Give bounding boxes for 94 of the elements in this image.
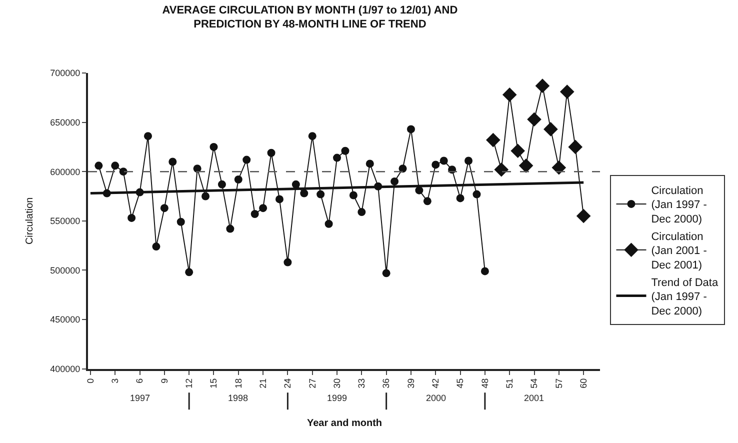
point — [324, 220, 333, 228]
point — [366, 160, 374, 168]
y-tick-label: 650000 — [50, 117, 80, 128]
point — [456, 194, 464, 202]
point — [406, 125, 415, 134]
x-tick-label: 3 — [110, 378, 120, 384]
point — [502, 88, 517, 102]
point — [119, 168, 128, 176]
point — [202, 192, 210, 200]
x-tick-label: 42 — [430, 378, 441, 388]
x-tick-label: 27 — [307, 378, 318, 388]
text: 2001 — [524, 393, 544, 403]
x-tick-label: 24 — [282, 378, 293, 388]
point — [193, 164, 202, 173]
point — [168, 158, 177, 166]
point — [423, 197, 432, 206]
x-tick-label: 0 — [85, 378, 96, 384]
point — [341, 146, 350, 155]
point — [144, 132, 152, 140]
y-tick-label: 450000 — [50, 314, 80, 325]
text: 1999 — [327, 393, 348, 403]
point — [234, 175, 242, 184]
text: 1997 — [130, 393, 150, 403]
point — [510, 144, 525, 158]
x-tick-label: 39 — [406, 378, 416, 388]
point — [333, 154, 342, 162]
point — [390, 177, 399, 186]
point — [440, 156, 448, 165]
x-axis-title: Year and month — [307, 418, 382, 429]
x-tick-label: 9 — [159, 378, 170, 384]
point — [560, 84, 574, 99]
point — [308, 132, 316, 140]
y-tick-label: 700000 — [50, 68, 80, 78]
point — [128, 214, 136, 222]
text: 1998 — [228, 393, 248, 403]
x-tick-label: 21 — [258, 378, 268, 388]
point — [494, 162, 509, 177]
point — [544, 122, 558, 136]
x-tick-label: 18 — [233, 378, 244, 388]
x-tick-label: 54 — [529, 378, 540, 388]
point — [486, 132, 500, 148]
point — [552, 160, 566, 175]
point — [210, 142, 218, 151]
x-tick-label: 45 — [455, 378, 466, 388]
x-tick-label: 30 — [332, 378, 342, 388]
point — [576, 208, 591, 224]
y-tick-label: 500000 — [50, 265, 80, 276]
point — [527, 112, 542, 126]
point — [250, 210, 259, 218]
x-tick-label: 36 — [381, 378, 392, 388]
point — [284, 258, 292, 266]
point — [111, 162, 120, 170]
y-tick-label: 400000 — [50, 364, 80, 374]
point — [382, 269, 390, 278]
point — [176, 218, 185, 226]
point — [535, 78, 550, 93]
point — [432, 160, 440, 169]
x-tick-label: 12 — [184, 378, 194, 388]
point — [152, 242, 160, 251]
point — [568, 140, 582, 154]
y-tick-label: 600000 — [50, 166, 80, 177]
point — [349, 191, 358, 200]
point — [480, 267, 489, 276]
y-axis-title: Circulation — [24, 197, 36, 245]
point — [472, 190, 481, 198]
point — [160, 204, 168, 212]
point — [185, 268, 194, 276]
x-tick-label: 57 — [554, 378, 564, 388]
point — [316, 190, 325, 198]
point — [259, 204, 268, 212]
legend-label: Circulation (Jan 1997 - Dec 2000) — [651, 184, 708, 226]
point — [518, 158, 534, 173]
legend-label: Circulation (Jan 2001 - Dec 2001) — [651, 230, 708, 272]
legend-label: Trend of Data (Jan 1997 - Dec 2000) — [651, 276, 719, 318]
x-tick-label: 48 — [480, 378, 490, 388]
x-tick-label: 60 — [578, 378, 588, 388]
point — [300, 189, 308, 198]
point — [398, 164, 407, 173]
point — [275, 195, 284, 204]
x-tick-label: 15 — [208, 378, 219, 388]
point — [218, 180, 226, 188]
x-tick-label: 33 — [356, 378, 367, 388]
point — [358, 208, 366, 216]
point — [292, 180, 300, 188]
y-tick-label: 550000 — [50, 216, 80, 226]
point — [226, 224, 234, 233]
point — [94, 162, 103, 170]
point — [464, 156, 473, 165]
point — [267, 148, 276, 157]
x-tick-label: 6 — [134, 378, 145, 384]
x-tick-label: 51 — [504, 378, 515, 388]
text: 2000 — [426, 393, 446, 403]
chart-title: AVERAGE CIRCULATION BY MONTH (1/97 to 12/01) AND PREDICTION BY 48-MONTH LINE OF TREND — [162, 4, 458, 31]
point — [242, 156, 251, 164]
